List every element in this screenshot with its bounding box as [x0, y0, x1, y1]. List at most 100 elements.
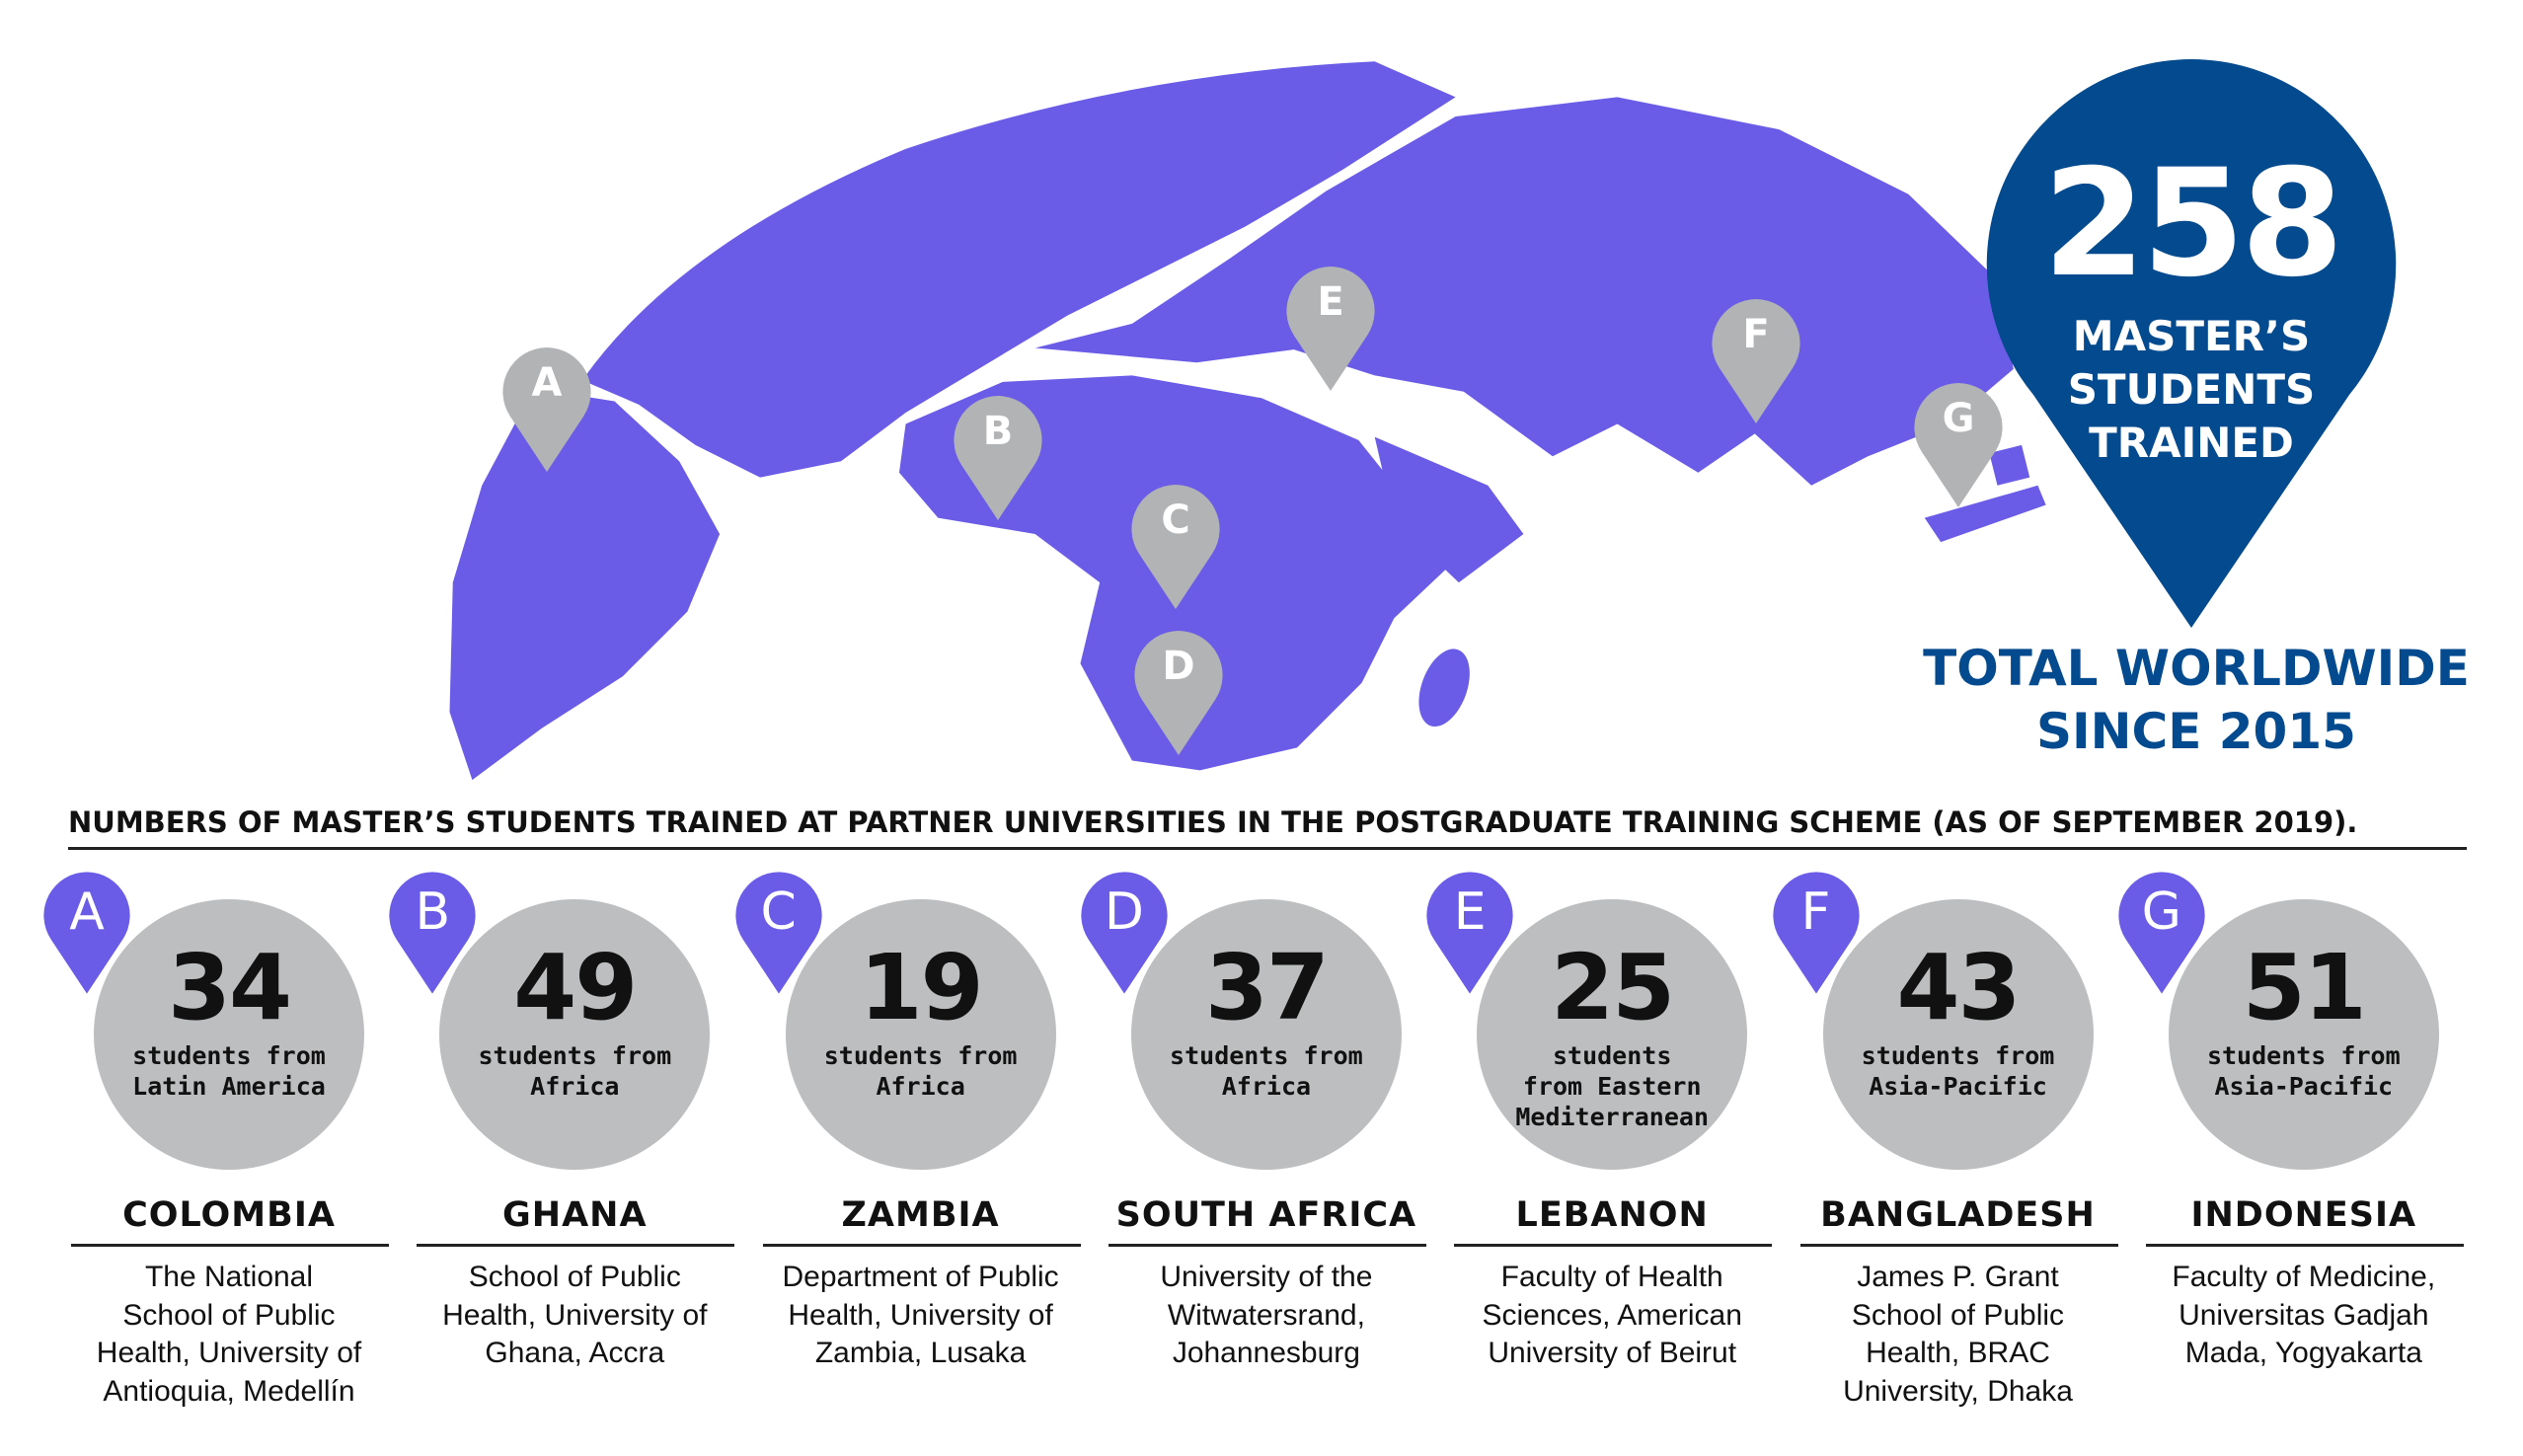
- student-count: 34: [167, 935, 292, 1040]
- count-circle: [94, 899, 364, 1170]
- map-pin-c: C: [1129, 483, 1222, 611]
- map-pin-icon: [1986, 59, 2397, 628]
- total-caption-line: TOTAL WORLDWIDE: [1923, 640, 2470, 697]
- divider: [68, 847, 2467, 850]
- map-pin-d: D: [1132, 629, 1225, 757]
- count-circle: [2168, 899, 2439, 1170]
- student-count: 43: [1896, 935, 2021, 1040]
- institution-name: Department of Public Health, University o…: [753, 1259, 1089, 1373]
- map-pin-icon: [1712, 299, 1800, 423]
- partner-pin: C: [733, 869, 824, 997]
- student-region: students from Eastern Mediterranean: [1477, 1040, 1747, 1132]
- north-america-shape: [581, 61, 1456, 478]
- partner-pin: E: [1424, 869, 1515, 997]
- map-pin-icon: [954, 396, 1042, 520]
- region-line: students: [1552, 1041, 1672, 1070]
- institution-name: Faculty of Medicine, Universitas Gadjah Ma…: [2136, 1259, 2472, 1373]
- map-pin-b: B: [952, 394, 1044, 522]
- map-pin-f: F: [1710, 297, 1802, 425]
- student-count: 37: [1204, 935, 1330, 1040]
- divider: [2145, 1244, 2464, 1247]
- divider: [1108, 1244, 1426, 1247]
- total-label-line: STUDENTS: [2067, 365, 2316, 414]
- institution-line: Zambia, Lusaka: [814, 1337, 1027, 1369]
- institution-line: Faculty of Health: [1500, 1261, 1723, 1293]
- region-line: Latin America: [132, 1072, 326, 1101]
- map-pin-icon: [1134, 631, 1223, 755]
- indonesia-shape: [1924, 444, 2046, 543]
- partner-letter: G: [2141, 882, 2181, 942]
- map-pin-icon: [1426, 872, 1513, 994]
- divider: [71, 1244, 389, 1247]
- student-count: 19: [859, 935, 984, 1040]
- partner-letter: D: [1104, 882, 1144, 942]
- map-pin-letter: B: [982, 409, 1014, 454]
- institution-line: University of the: [1160, 1261, 1373, 1293]
- divider: [1454, 1244, 1773, 1247]
- map-pin-letter: D: [1162, 644, 1195, 689]
- partner-pin: A: [41, 869, 132, 997]
- map-pin-e: E: [1284, 265, 1377, 393]
- total-caption: TOTAL WORLDWIDE SINCE 2015: [1895, 637, 2497, 763]
- country-name: ZAMBIA: [841, 1195, 1000, 1235]
- south-america-shape: [449, 388, 721, 781]
- institution-line: Ghana, Accra: [485, 1337, 665, 1369]
- region-line: Asia-Pacific: [1869, 1072, 2047, 1101]
- institution-line: University, Dhaka: [1843, 1374, 2073, 1408]
- partner-pin: G: [2116, 869, 2207, 997]
- student-region: students from Asia-Pacific: [2169, 1040, 2439, 1102]
- institution-line: Mada, Yogyakarta: [2184, 1337, 2422, 1369]
- arabia-shape: [1374, 436, 1524, 583]
- region-line: Mediterranean: [1515, 1103, 1710, 1131]
- count-circle: [1477, 899, 1748, 1170]
- institution-line: Witwatersrand,: [1167, 1298, 1365, 1332]
- region-line: students from: [823, 1041, 1018, 1070]
- partner-pin: D: [1079, 869, 1170, 997]
- region-line: students from: [1861, 1041, 2055, 1070]
- institution-line: School of Public: [468, 1261, 681, 1293]
- institution-line: Johannesburg: [1172, 1337, 1360, 1369]
- institution-line: Health, BRAC: [1866, 1337, 2050, 1369]
- partner-letter: A: [69, 882, 105, 942]
- map-pin-a: A: [500, 345, 593, 474]
- total-label-line: TRAINED: [2089, 419, 2294, 467]
- institution-name: The National School of Public Health, Univ…: [61, 1259, 397, 1411]
- region-line: Africa: [1221, 1072, 1312, 1101]
- divider: [762, 1244, 1081, 1247]
- student-count: 49: [513, 935, 638, 1040]
- partner-pin: B: [387, 869, 478, 997]
- partner-letter: C: [760, 882, 797, 942]
- institution-line: Universitas Gadjah: [2179, 1298, 2429, 1332]
- region-line: students from: [2206, 1041, 2401, 1070]
- country-name: LEBANON: [1515, 1195, 1709, 1235]
- map-pin-icon: [2118, 872, 2205, 994]
- map-pin-letter: C: [1161, 498, 1190, 543]
- map-pin-icon: [1131, 485, 1220, 609]
- count-circle: [785, 899, 1056, 1170]
- institution-line: Faculty of Medicine,: [2172, 1261, 2436, 1293]
- madagascar-shape: [1418, 649, 1470, 728]
- map-pin-letter: A: [531, 360, 563, 406]
- total-label: MASTER’S STUDENTS TRAINED: [1984, 310, 2399, 470]
- total-caption-line: SINCE 2015: [2036, 703, 2356, 760]
- total-number: 258: [2042, 138, 2343, 310]
- institution-name: James P. Grant School of Public Health, BR…: [1791, 1259, 2126, 1411]
- map-pin-icon: [389, 872, 476, 994]
- map-pin-icon: [1081, 872, 1168, 994]
- region-line: Asia-Pacific: [2214, 1072, 2394, 1101]
- student-region: students from Latin America: [94, 1040, 364, 1102]
- map-pin-icon: [734, 872, 822, 994]
- divider: [417, 1244, 735, 1247]
- map-pin-icon: [502, 347, 591, 472]
- map-pin-letter: E: [1317, 279, 1344, 325]
- institution-line: Sciences, American: [1482, 1298, 1742, 1332]
- institution-line: School of Public: [1851, 1298, 2065, 1332]
- partner-pin: F: [1771, 869, 1862, 997]
- region-line: students from: [478, 1041, 672, 1070]
- region-line: Africa: [530, 1072, 620, 1101]
- country-name: GHANA: [502, 1195, 648, 1235]
- region-line: from Eastern: [1522, 1072, 1702, 1101]
- country-name: COLOMBIA: [122, 1195, 336, 1235]
- count-circle: [439, 899, 711, 1170]
- region-line: students from: [132, 1041, 326, 1070]
